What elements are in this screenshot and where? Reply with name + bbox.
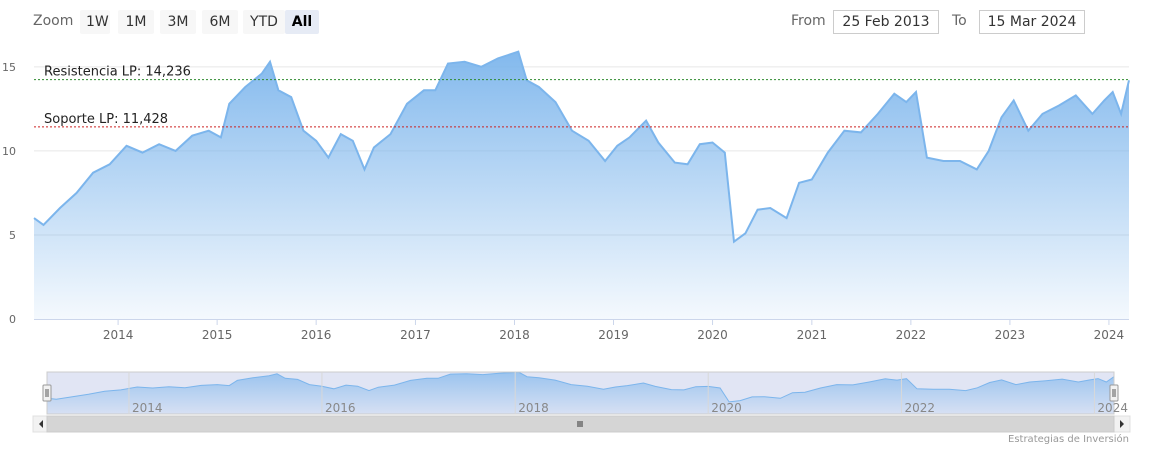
y-tick-label: 0 — [9, 313, 16, 326]
navigator-handle-left[interactable] — [42, 384, 52, 402]
zoom-1m-button[interactable]: 1M — [118, 10, 154, 34]
zoom-3m-button[interactable]: 3M — [160, 10, 196, 34]
zoom-1w-button[interactable]: 1W — [80, 10, 110, 34]
credits: Estrategias de Inversión — [1008, 434, 1129, 445]
navigator-label: 2016 — [325, 401, 356, 415]
x-tick-label: 2022 — [896, 328, 927, 342]
support-label: Soporte LP: 11,428 — [44, 112, 168, 127]
scrollbar[interactable] — [32, 415, 1131, 433]
from-label: From — [791, 13, 826, 29]
x-tick-label: 2024 — [1094, 328, 1125, 342]
zoom-all-button[interactable]: All — [285, 10, 319, 34]
y-axis: 0 5 10 15 — [2, 61, 16, 326]
navigator-line — [46, 371, 1115, 403]
navigator-handle-right[interactable] — [1109, 384, 1119, 402]
scroll-left-arrow-icon[interactable] — [39, 420, 43, 428]
price-area — [34, 51, 1129, 319]
navigator[interactable]: 2014 2016 2018 2020 2022 2024 — [42, 371, 1128, 415]
scroll-right-arrow-icon[interactable] — [1120, 420, 1124, 428]
range-selector-toolbar: Zoom 1W 1M 3M 6M YTD All From 25 Feb 201… — [0, 0, 1151, 44]
y-tick-label: 10 — [2, 145, 16, 158]
x-tick-label: 2015 — [202, 328, 233, 342]
price-line — [33, 50, 1130, 244]
x-axis: 2014 2015 2016 2017 2018 2019 2020 2021 2022 2023… — [34, 319, 1129, 342]
x-tick-label: 2017 — [400, 328, 431, 342]
navigator-label: 2018 — [518, 401, 549, 415]
zoom-label: Zoom — [33, 13, 74, 29]
from-date-input[interactable]: 25 Feb 2013 — [833, 10, 939, 34]
navigator-label: 2022 — [904, 401, 935, 415]
zoom-ytd-button[interactable]: YTD — [243, 10, 285, 34]
handle-body — [1109, 384, 1119, 402]
x-tick-label: 2018 — [499, 328, 530, 342]
zoom-6m-button[interactable]: 6M — [202, 10, 238, 34]
to-date-input[interactable]: 15 Mar 2024 — [979, 10, 1085, 34]
x-tick-label: 2020 — [697, 328, 728, 342]
x-tick-label: 2023 — [995, 328, 1026, 342]
y-tick-label: 15 — [2, 61, 16, 74]
x-tick-label: 2019 — [598, 328, 629, 342]
x-tick-label: 2016 — [301, 328, 332, 342]
navigator-label: 2014 — [132, 401, 163, 415]
to-label: To — [952, 13, 967, 29]
navigator-label: 2024 — [1097, 401, 1128, 415]
annotations: Resistencia LP: 14,236 Soporte LP: 11,428 — [34, 65, 1129, 128]
price-series — [33, 50, 1130, 319]
navigator-area — [47, 372, 1114, 414]
x-tick-label: 2021 — [797, 328, 828, 342]
navigator-label: 2020 — [711, 401, 742, 415]
y-tick-label: 5 — [9, 229, 16, 242]
resistance-label: Resistencia LP: 14,236 — [44, 65, 191, 80]
handle-body — [42, 384, 52, 402]
x-tick-label: 2014 — [103, 328, 134, 342]
